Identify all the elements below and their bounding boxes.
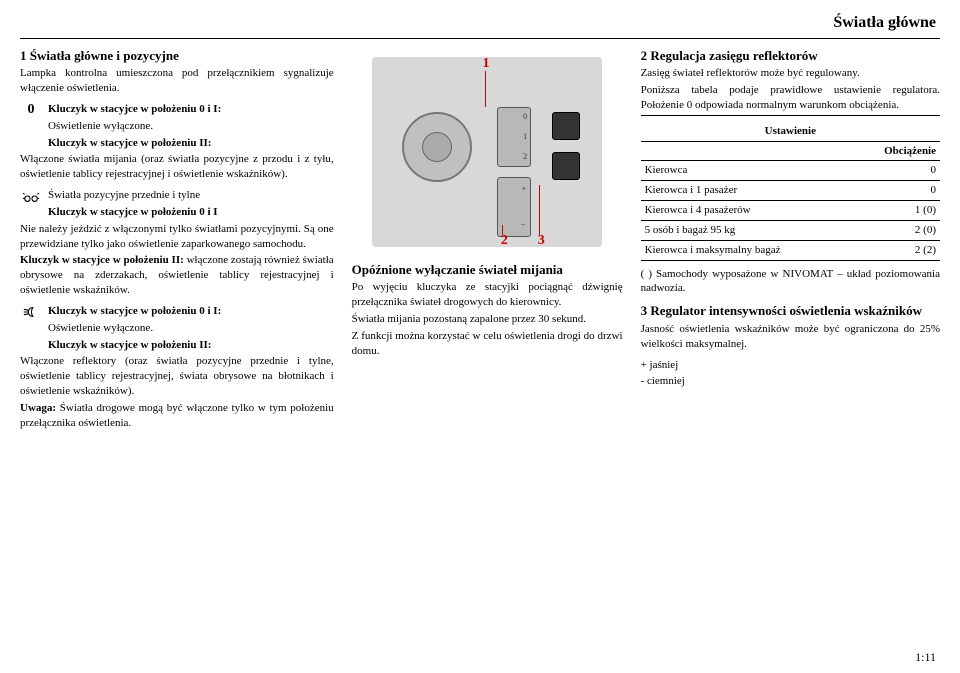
page-number: 1:11 <box>915 649 936 665</box>
delayed-off-p2: Światła mijania pozostaną zapalone przez… <box>352 312 623 327</box>
light-switch-diagram: 0 1 2 + – 1 2 3 <box>372 57 602 247</box>
zero-text: Kluczyk w stacyjce w położeniu 0 i I: Oś… <box>48 102 334 153</box>
parking-text: Światła pozycyjne przednie i tylne Klucz… <box>48 188 334 222</box>
low-line2: Włączone reflektory (oraz światła pozycy… <box>20 354 334 399</box>
rotary-knob <box>402 112 472 182</box>
section-3-heading: 3 Regulator intensywności oświetlenia ws… <box>641 302 940 320</box>
zero-line1: Kluczyk w stacyjce w położeniu 0 i I: <box>48 103 221 115</box>
zero-line3: Kluczyk w stacyjce w położeniu II: <box>48 137 211 149</box>
callout-line-2 <box>502 225 503 235</box>
parking-line1: Kluczyk w stacyjce w położeniu 0 i I <box>48 206 218 218</box>
column-1: 1 Światła główne i pozycyjne Lampka kont… <box>20 47 334 433</box>
parking-lights-icon <box>20 188 42 207</box>
header-rule <box>20 38 940 39</box>
delayed-off-p1: Po wyjęciu kluczyka ze stacyjki pociągną… <box>352 280 623 310</box>
zero-line2: Oświetlenie wyłączone. <box>48 119 334 134</box>
table-row: Kierowca0 <box>641 161 940 181</box>
section-2-p1: Zasięg świateł reflektorów może być regu… <box>641 66 940 81</box>
page-title: Światła główne <box>20 12 940 34</box>
low-line2b: Kluczyk w stacyjce w położeniu II: <box>48 339 211 351</box>
low-beam-block: Kluczyk w stacyjce w położeniu 0 i I: Oś… <box>20 304 334 355</box>
low-line1: Oświetlenie wyłączone. <box>48 321 334 336</box>
column-2: 0 1 2 + – 1 2 3 Opóźnione wyłączanie świ… <box>352 47 623 433</box>
parking-heading: Światła pozycyjne przednie i tylne <box>48 189 200 201</box>
section-3-p: Jasność oświetlenia wskaźników może być … <box>641 322 940 352</box>
parking-line3: Kluczyk w stacyjce w położeniu II: włącz… <box>20 253 334 298</box>
callout-line-1 <box>485 71 486 107</box>
table-row: Kierowca i 4 pasażerów1 (0) <box>641 201 940 221</box>
low-note: Uwaga: Światła drogowe mogą być włączone… <box>20 401 334 431</box>
brightness-minus: - ciemniej <box>641 374 940 389</box>
brightness-plus: + jaśniej <box>641 358 940 373</box>
table-subhead: Obciążenie <box>641 141 940 161</box>
zero-icon: 0 <box>20 102 42 117</box>
nivomat-note: ( ) Samochody wyposażone w NIVOMAT – ukł… <box>641 267 940 297</box>
slider-1: 0 1 2 <box>497 107 531 167</box>
low-beam-text: Kluczyk w stacyjce w położeniu 0 i I: Oś… <box>48 304 334 355</box>
callout-1: 1 <box>483 55 490 74</box>
low-beam-icon <box>20 304 42 323</box>
table-row: Kierowca i 1 pasażer0 <box>641 181 940 201</box>
delayed-off-p3: Z funkcji można korzystać w celu oświetl… <box>352 329 623 359</box>
content-columns: 1 Światła główne i pozycyjne Lampka kont… <box>20 47 940 433</box>
table-header: Ustawienie <box>641 122 940 141</box>
table-row: Kierowca i maksymalny bagaż2 (2) <box>641 240 940 260</box>
callout-line-3 <box>539 185 540 235</box>
position-0-block: 0 Kluczyk w stacyjce w położeniu 0 i I: … <box>20 102 334 153</box>
delayed-off-heading: Opóźnione wyłączanie świateł mijania <box>352 261 623 279</box>
button-fog-rear <box>552 152 580 180</box>
table-row: 5 osób i bagaż 95 kg2 (0) <box>641 220 940 240</box>
column-3: 2 Regulacja zasięgu reflektorów Zasięg ś… <box>641 47 940 433</box>
parking-line2: Nie należy jeździć z włączonymi tylko św… <box>20 222 334 252</box>
low-line1b: Kluczyk w stacyjce w położeniu 0 i I: <box>48 305 221 317</box>
section-1-intro: Lampka kontrolna umieszczona pod przełąc… <box>20 66 334 96</box>
section-1-heading: 1 Światła główne i pozycyjne <box>20 47 334 65</box>
settings-table: Ustawienie Obciążenie Kierowca0 Kierowca… <box>641 115 940 261</box>
zero-line4: Włączone światła mijania (oraz światła p… <box>20 152 334 182</box>
section-2-heading: 2 Regulacja zasięgu reflektorów <box>641 47 940 65</box>
button-fog-front <box>552 112 580 140</box>
section-2-p2: Poniższa tabela podaje prawidłowe ustawi… <box>641 83 940 113</box>
parking-lights-block: Światła pozycyjne przednie i tylne Klucz… <box>20 188 334 222</box>
